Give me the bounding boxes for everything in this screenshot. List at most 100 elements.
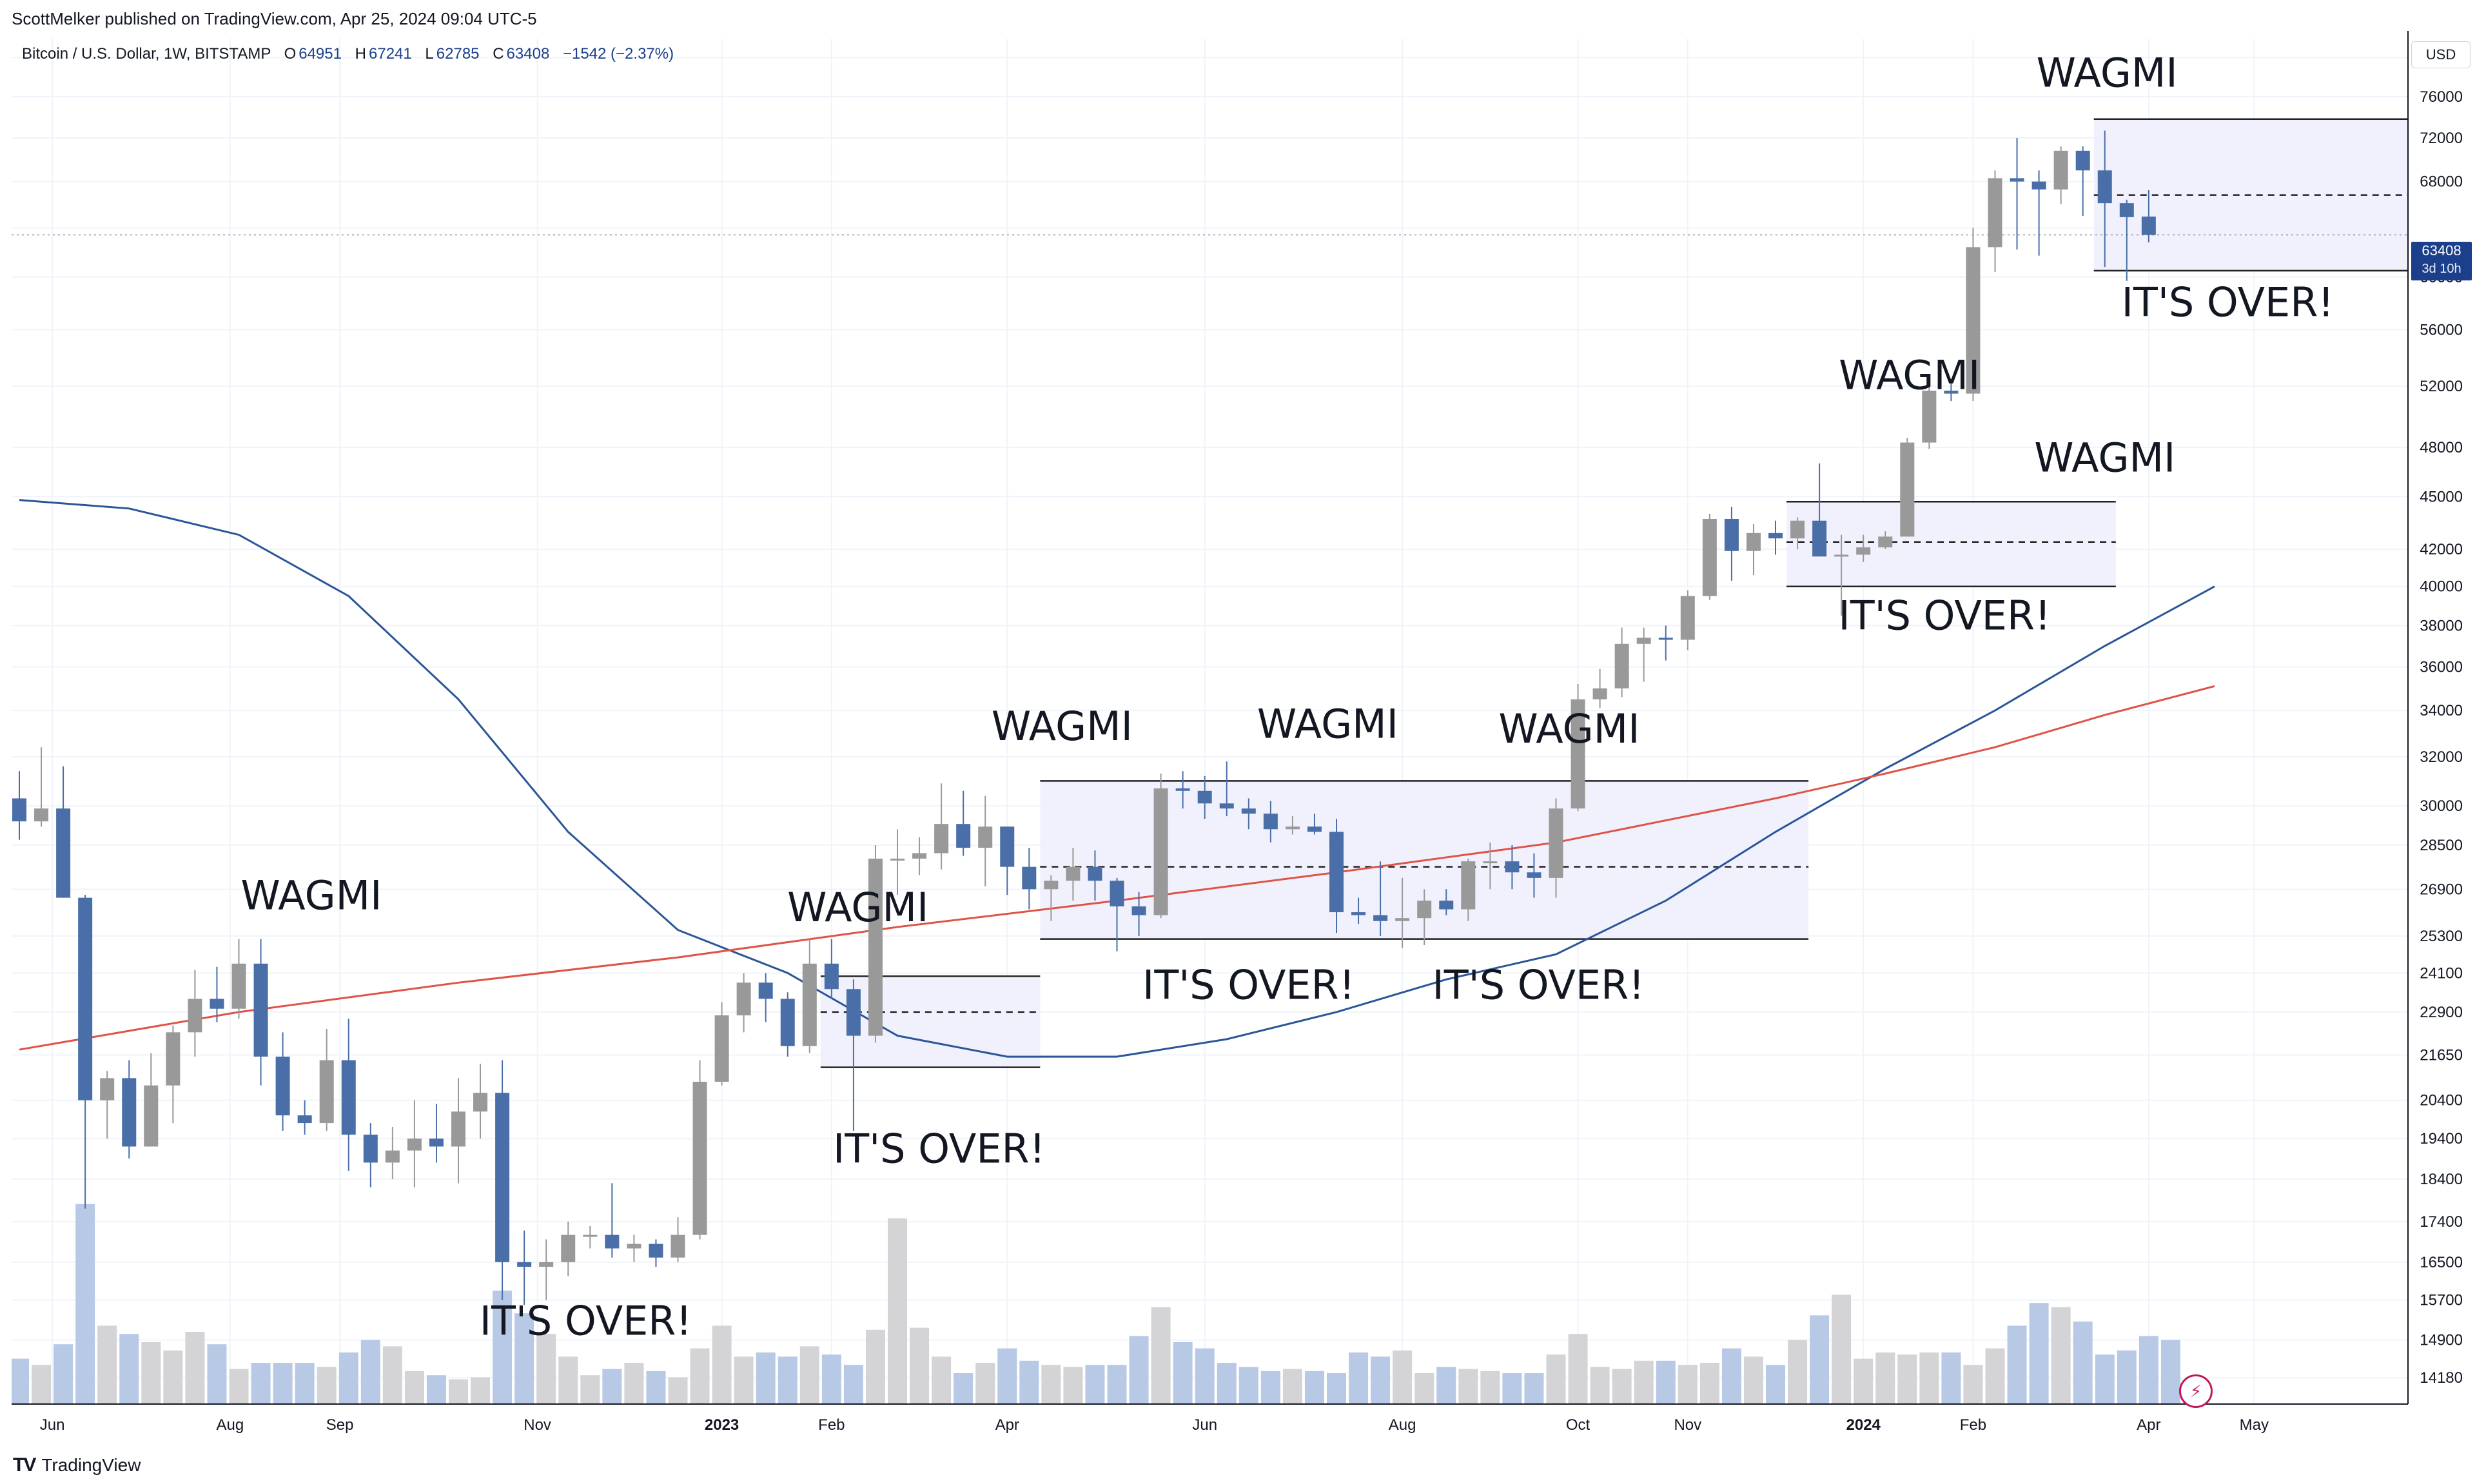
change-value: −1542 (−2.37%) [562, 45, 674, 63]
price-tick-label: 38000 [2420, 617, 2463, 634]
time-tick-label: Sep [326, 1416, 354, 1434]
volume-bar [2095, 1354, 2115, 1404]
candle [1636, 627, 1651, 682]
candle [385, 1127, 400, 1179]
volume-bar [1656, 1360, 1676, 1404]
candle [275, 1032, 290, 1131]
candle [188, 970, 202, 1057]
currency-button[interactable]: USD [2411, 41, 2471, 68]
candle [1856, 534, 1871, 562]
tradingview-brand[interactable]: TV TradingView [13, 1454, 141, 1476]
time-tick-label: Jun [1192, 1416, 1217, 1434]
candle [868, 845, 883, 1043]
volume-bar [54, 1344, 73, 1404]
candle-body [1483, 861, 1498, 864]
candle-body [1197, 790, 1212, 804]
lightning-icon[interactable]: ⚡ [2179, 1374, 2213, 1408]
volume-bar [1041, 1365, 1061, 1404]
candle-body [1461, 861, 1476, 910]
volume-bar [1173, 1342, 1193, 1404]
candle [824, 939, 839, 999]
open-label: O [284, 45, 297, 63]
candle-body [1505, 861, 1520, 873]
volume-bar [295, 1363, 315, 1404]
candle [1219, 761, 1234, 817]
candle-body [231, 963, 246, 1009]
volume-bar [734, 1356, 754, 1404]
volume-bar [1063, 1367, 1083, 1404]
volume-bar [1217, 1363, 1237, 1404]
candle [912, 837, 927, 875]
volume-bar [1854, 1358, 1874, 1404]
candle-body [451, 1111, 465, 1147]
candle [1373, 861, 1388, 936]
price-tick-label: 19400 [2420, 1130, 2463, 1147]
candle-body [1702, 518, 1717, 596]
annotation-label: IT'S OVER! [1433, 961, 1645, 1008]
candle [2075, 146, 2090, 217]
annotation-label: WAGMI [992, 703, 1133, 750]
candle-body [1066, 866, 1081, 881]
candle-body [1329, 832, 1344, 913]
time-tick-label: 2023 [705, 1416, 739, 1434]
price-tick-label: 22900 [2420, 1004, 2463, 1021]
candle [1175, 771, 1190, 809]
volume-bar [32, 1365, 52, 1404]
annotation-label: IT'S OVER! [1142, 961, 1355, 1008]
time-tick-label: Aug [1389, 1416, 1416, 1434]
candle-body [1241, 808, 1256, 814]
price-tick-label: 25300 [2420, 928, 2463, 945]
volume-bar [668, 1377, 688, 1404]
candle-body [1680, 596, 1695, 640]
plot-area [12, 118, 2408, 1404]
volume-bar [2117, 1350, 2137, 1404]
volume-bar [12, 1358, 29, 1404]
candle [1702, 513, 1717, 600]
candle [1044, 875, 1059, 921]
volume-bar [1304, 1371, 1324, 1404]
price-tick-label: 26900 [2420, 881, 2463, 898]
close-value: 63408 [506, 45, 550, 63]
volume-bar [1195, 1348, 1215, 1404]
candle-body [275, 1057, 290, 1116]
volume-bar [426, 1375, 446, 1404]
candle-body [495, 1093, 510, 1262]
candle-body [1988, 178, 2002, 248]
candle-body [319, 1060, 334, 1124]
candle-body [1900, 442, 1915, 537]
volume-bar [646, 1371, 666, 1404]
candle [1241, 798, 1256, 830]
candle-body [1768, 532, 1783, 539]
candle [1153, 774, 1168, 919]
volume-bar [1897, 1354, 1917, 1404]
candle [1812, 463, 1827, 557]
candle-body [670, 1235, 685, 1258]
candle [1900, 438, 1915, 537]
candle-body [1373, 915, 1388, 921]
candle [319, 1029, 334, 1131]
high-label: H [355, 45, 366, 63]
volume-bar [690, 1348, 710, 1404]
volume-bar [1502, 1373, 1522, 1404]
candle [1790, 517, 1805, 549]
volume-bar [1480, 1371, 1500, 1404]
candle-body [1592, 688, 1607, 699]
candle-body [1395, 918, 1410, 921]
volume-bar [932, 1356, 952, 1404]
volume-bar [756, 1352, 776, 1404]
volume-bar [2160, 1340, 2180, 1404]
volume-bar [580, 1375, 600, 1404]
candle-body [1790, 520, 1805, 539]
candle-body [12, 798, 26, 822]
time-tick-label: May [2240, 1416, 2269, 1434]
candle [583, 1225, 598, 1249]
time-tick-label: Feb [1960, 1416, 1986, 1434]
candle [1110, 877, 1124, 952]
time-tick-label: Apr [995, 1416, 1019, 1434]
grid [12, 39, 2408, 1404]
candle [1461, 858, 1476, 921]
volume-bar [317, 1367, 337, 1404]
annotation-label: WAGMI [1839, 352, 1980, 399]
candle [341, 1019, 356, 1171]
